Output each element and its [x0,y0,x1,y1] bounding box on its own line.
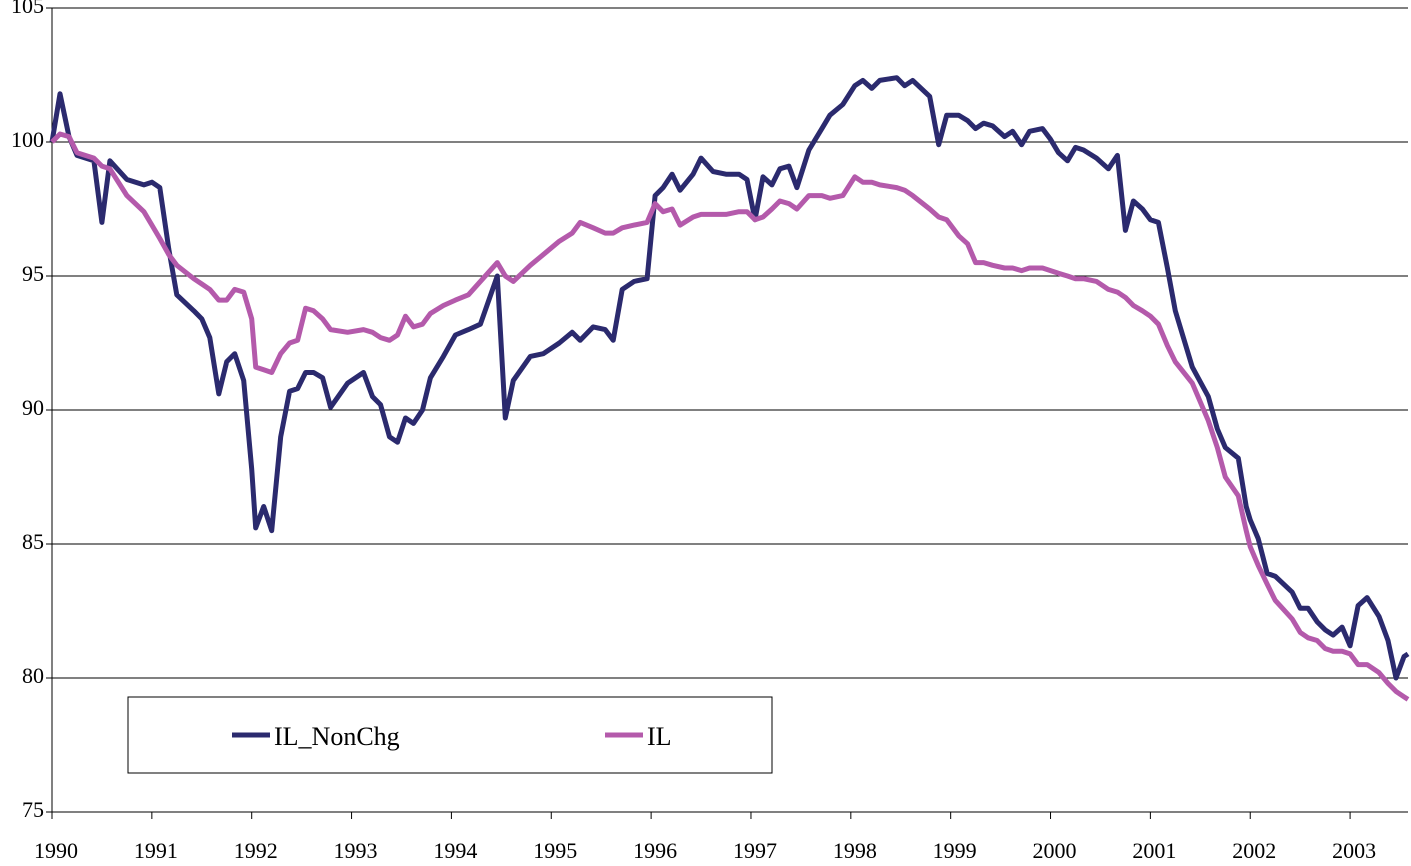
legend-label: IL [647,722,672,751]
x-tick-label: 1991 [134,838,178,863]
x-tick-label: 1998 [833,838,877,863]
series-line [49,75,1410,681]
y-tick-label: 80 [22,663,44,688]
legend-box [127,696,773,774]
x-tick-label: 1993 [334,838,378,863]
y-tick-label: 95 [22,261,44,286]
x-tick-label: 2000 [1033,838,1077,863]
x-tick-label: 2003 [1332,838,1376,863]
y-tick-label: 105 [11,0,44,18]
y-tick-label: 85 [22,529,44,554]
y-tick-label: 75 [22,797,44,822]
y-tick-label: 100 [11,127,44,152]
x-tick-label: 1994 [433,838,477,863]
x-tick-label: 1995 [533,838,577,863]
legend-label: IL_NonChg [274,722,400,751]
x-tick-label: 1992 [234,838,278,863]
x-tick-label: 1997 [733,838,777,863]
y-tick-label: 90 [22,395,44,420]
x-tick-label: 2002 [1232,838,1276,863]
series-line [50,131,1410,702]
x-tick-label: 1990 [34,838,78,863]
x-tick-label: 1996 [633,838,677,863]
x-tick-label: 2001 [1132,838,1176,863]
x-tick-label: 1999 [933,838,977,863]
